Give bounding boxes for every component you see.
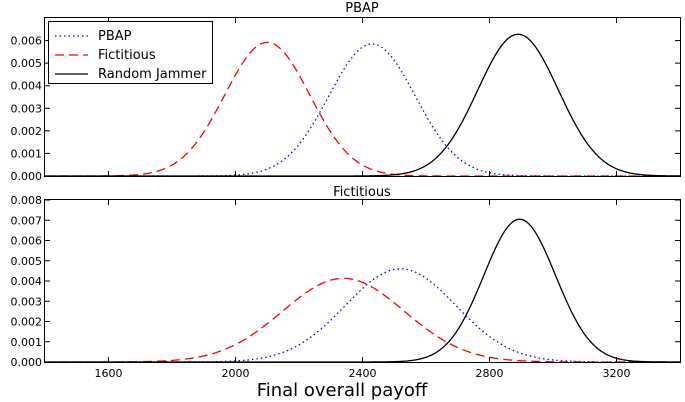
y-tick-label: 0.005 <box>11 57 43 70</box>
y-tick-label: 0.001 <box>11 336 43 349</box>
x-tick-label: 2800 <box>476 367 504 380</box>
y-tick-label: 0.006 <box>11 35 43 48</box>
x-tick-label: 2000 <box>222 367 250 380</box>
panel-title-fictitious: Fictitious <box>333 185 391 200</box>
legend: PBAP Fictitious Random Jammer <box>48 21 213 84</box>
y-tick-label: 0.001 <box>11 147 43 160</box>
y-axis-ticks-fictitious: 0.000 0.001 0.002 0.003 0.004 0.005 0.006 0.007… <box>11 194 680 369</box>
y-tick-label: 0.007 <box>11 214 43 227</box>
x-tick-label: 2400 <box>349 367 377 380</box>
x-tick-label: 1600 <box>95 367 123 380</box>
panel-pbap: PBAP 0.000 0.001 0.002 0.003 0.004 0.005 0.006… <box>11 1 681 183</box>
y-tick-label: 0.004 <box>11 275 43 288</box>
x-axis-ticks-fictitious: 1600 2000 2400 2800 3200 <box>95 200 631 380</box>
y-tick-label: 0.002 <box>11 316 43 329</box>
y-tick-label: 0.002 <box>11 125 43 138</box>
y-tick-label: 0.003 <box>11 295 43 308</box>
legend-label-random-jammer: Random Jammer <box>98 67 207 82</box>
y-tick-label: 0.000 <box>11 356 43 369</box>
series-line-fictitious-fictitious <box>45 277 680 363</box>
y-axis-ticks-pbap: 0.000 0.001 0.002 0.003 0.004 0.005 0.006 <box>11 35 680 183</box>
legend-box <box>48 21 213 84</box>
y-tick-label: 0.005 <box>11 255 43 268</box>
y-tick-label: 0.004 <box>11 80 43 93</box>
plot-frame-fictitious <box>44 199 681 363</box>
y-tick-label: 0.000 <box>11 170 43 183</box>
panel-title-pbap: PBAP <box>345 1 379 16</box>
legend-label-fictitious: Fictitious <box>98 48 156 63</box>
plot-frame-pbap <box>44 17 681 177</box>
x-axis-label: Final overall payoff <box>257 380 428 401</box>
y-tick-label: 0.003 <box>11 102 43 115</box>
panel-fictitious: Fictitious 0.0000.0010.0020.0030.0040.00… <box>11 185 681 380</box>
legend-label-pbap: PBAP <box>98 29 132 44</box>
series-line-random-jammer-fictitious <box>45 218 680 363</box>
y-tick-label: 0.008 <box>11 194 43 207</box>
x-axis-ticks-pbap <box>108 18 617 176</box>
y-tick-label: 0.006 <box>11 235 43 248</box>
x-tick-label: 3200 <box>603 367 631 380</box>
curves-fictitious <box>45 218 680 363</box>
